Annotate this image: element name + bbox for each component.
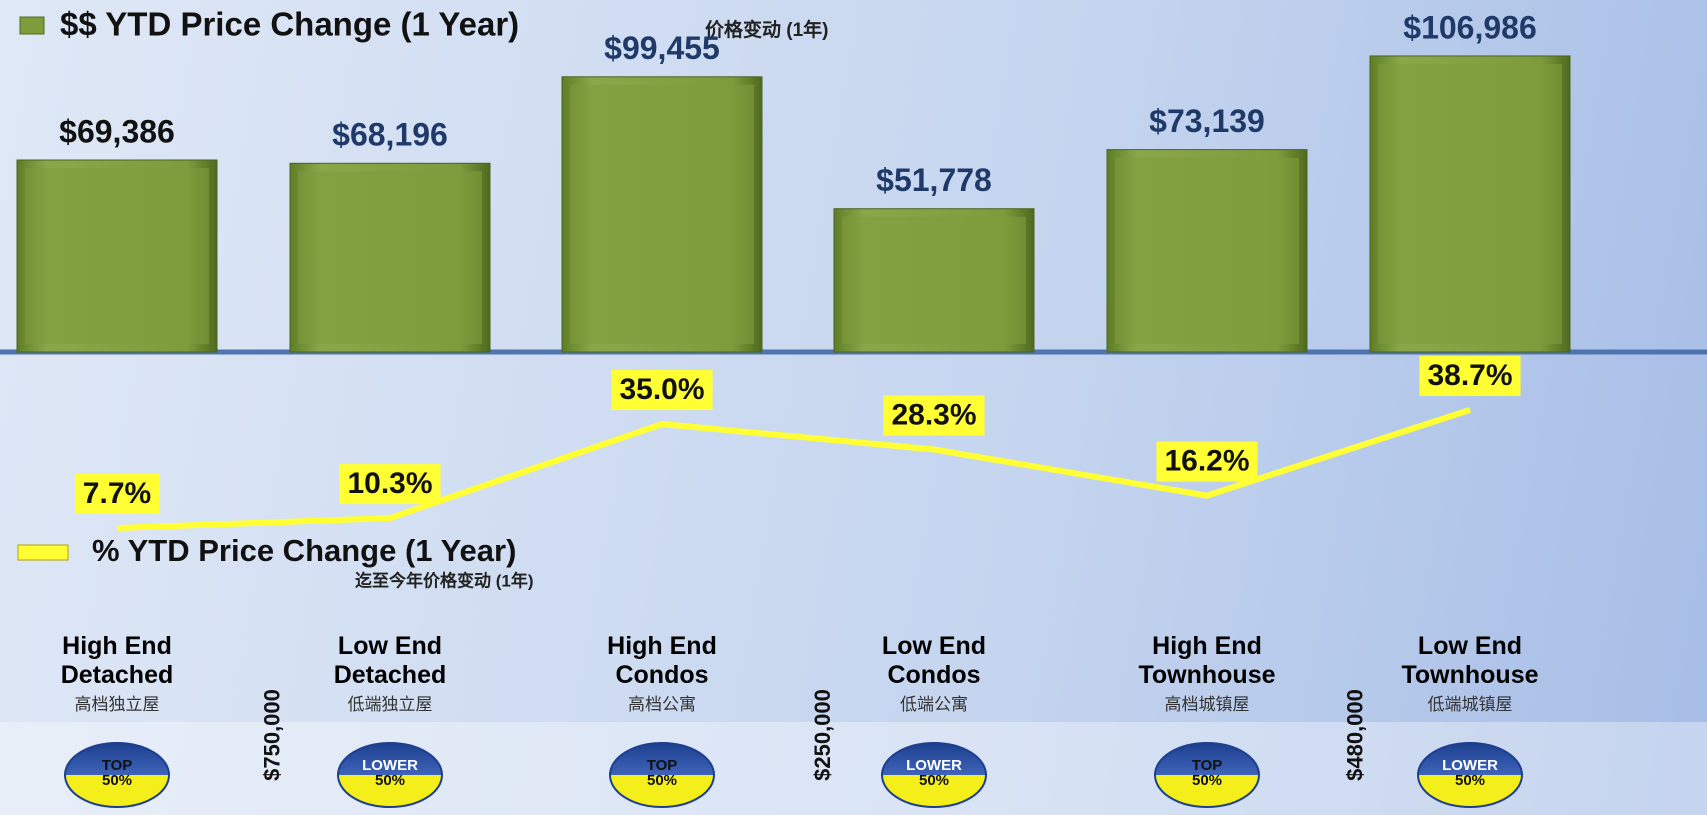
bar-subtitle: 价格变动 (1年) <box>705 18 829 41</box>
value-label: $51,778 <box>876 162 992 198</box>
threshold-label: $480,000 <box>1342 689 1367 781</box>
value-label: 28.3% <box>891 398 976 431</box>
category: High End Detached 高档独立屋 <box>17 632 217 715</box>
category-subtitle: 高档公寓 <box>628 695 696 715</box>
value-label: 38.7% <box>1427 359 1512 392</box>
badge <box>1417 742 1523 808</box>
label-box <box>74 474 160 514</box>
badge-text: TOP <box>647 757 678 774</box>
value-label: 7.7% <box>83 477 151 510</box>
line-title: % YTD Price Change (1 Year) <box>92 533 516 568</box>
threshold-label: $250,000 <box>810 689 835 781</box>
bar-bevel <box>1115 157 1299 344</box>
badge-text: 50% <box>1455 772 1485 789</box>
legend-swatch <box>19 16 45 35</box>
line-subtitle: 迄至今年价格变动 (1年) <box>355 570 534 590</box>
bar-bevel <box>842 216 1026 344</box>
label-box <box>339 464 441 505</box>
badge-text: TOP <box>1192 757 1223 774</box>
category-subtitle: 高档独立屋 <box>74 695 160 715</box>
label-box <box>1419 355 1521 396</box>
badge <box>337 742 443 808</box>
badge-text: TOP <box>102 757 133 774</box>
category-label: High End Townhouse <box>1138 632 1276 689</box>
bar-bevel <box>25 168 209 344</box>
category-subtitle: 低端独立屋 <box>347 695 433 715</box>
badge-text: 50% <box>102 772 132 789</box>
badge-text: 50% <box>375 772 405 789</box>
badge <box>609 742 715 808</box>
category: Low End Detached 低端独立屋 <box>290 632 490 715</box>
badge <box>1154 742 1260 808</box>
category: Low End Townhouse 低端城镇屋 <box>1370 632 1570 715</box>
category-subtitle: 低端城镇屋 <box>1427 695 1513 715</box>
value-label: $106,986 <box>1403 9 1536 45</box>
category-label: High End Condos <box>607 632 717 689</box>
category-subtitle: 低端公寓 <box>900 695 968 715</box>
value-label: 10.3% <box>347 467 432 500</box>
category: High End Townhouse 高档城镇屋 <box>1107 632 1307 715</box>
bar-bevel <box>1378 63 1562 344</box>
value-label: $99,455 <box>604 30 720 66</box>
category-label: Low End Condos <box>881 632 987 689</box>
value-label: 16.2% <box>1164 445 1249 478</box>
category: High End Condos 高档公寓 <box>562 632 762 715</box>
bar-bevel <box>570 84 754 345</box>
value-label: 35.0% <box>619 373 704 406</box>
category-subtitle: 高档城镇屋 <box>1164 695 1250 715</box>
label-box <box>1156 441 1258 482</box>
badge <box>881 742 987 808</box>
label-box <box>611 370 713 410</box>
threshold-label: $750,000 <box>259 689 284 781</box>
legend-swatch <box>17 544 69 561</box>
category-label: Low End Townhouse <box>1401 632 1539 689</box>
badge-text: LOWER <box>906 757 962 774</box>
badge-text: 50% <box>1192 772 1222 789</box>
category: Low End Condos 低端公寓 <box>834 632 1034 715</box>
badge-text: LOWER <box>362 757 418 774</box>
badge-text: 50% <box>647 772 677 789</box>
category-label: High End Detached <box>60 632 174 689</box>
line <box>116 407 1471 531</box>
label-box <box>883 395 985 436</box>
badge <box>64 742 170 808</box>
category-label: Low End Detached <box>333 632 447 689</box>
value-label: $68,196 <box>332 117 448 153</box>
bar-bevel <box>298 171 482 344</box>
value-label: $73,139 <box>1149 103 1265 139</box>
badge-text: 50% <box>919 772 949 789</box>
value-label: $69,386 <box>59 113 175 149</box>
bar-title: $$ YTD Price Change (1 Year) <box>60 6 519 43</box>
badge-text: LOWER <box>1442 757 1498 774</box>
